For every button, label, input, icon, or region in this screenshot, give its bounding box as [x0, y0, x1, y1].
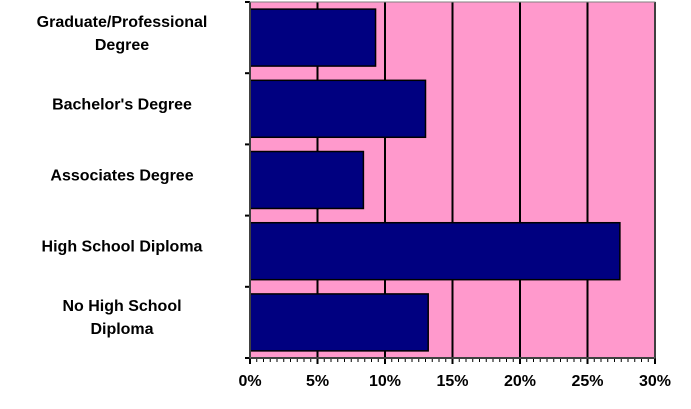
bar	[249, 293, 429, 352]
y-tick-label: Bachelor's Degree	[52, 96, 192, 114]
y-tick-label: High School Diploma	[41, 238, 203, 256]
y-tick-label: Graduate/Professional Degree	[36, 13, 208, 54]
y-tick-label: No High School Diploma	[62, 298, 182, 339]
bar	[249, 8, 377, 67]
x-tick-label: 10%	[369, 373, 401, 390]
x-tick-label: 30%	[639, 373, 671, 390]
x-tick-label: 5%	[306, 373, 329, 390]
x-tick-label: 15%	[436, 373, 468, 390]
x-tick-label: 20%	[504, 373, 536, 390]
x-tick-label: 25%	[571, 373, 603, 390]
plot-border	[249, 1, 656, 359]
bar	[249, 79, 427, 139]
bar	[249, 221, 621, 281]
x-tick-label: 0%	[238, 373, 261, 390]
y-tick-label: Associates Degree	[50, 167, 194, 185]
bar	[249, 150, 365, 210]
